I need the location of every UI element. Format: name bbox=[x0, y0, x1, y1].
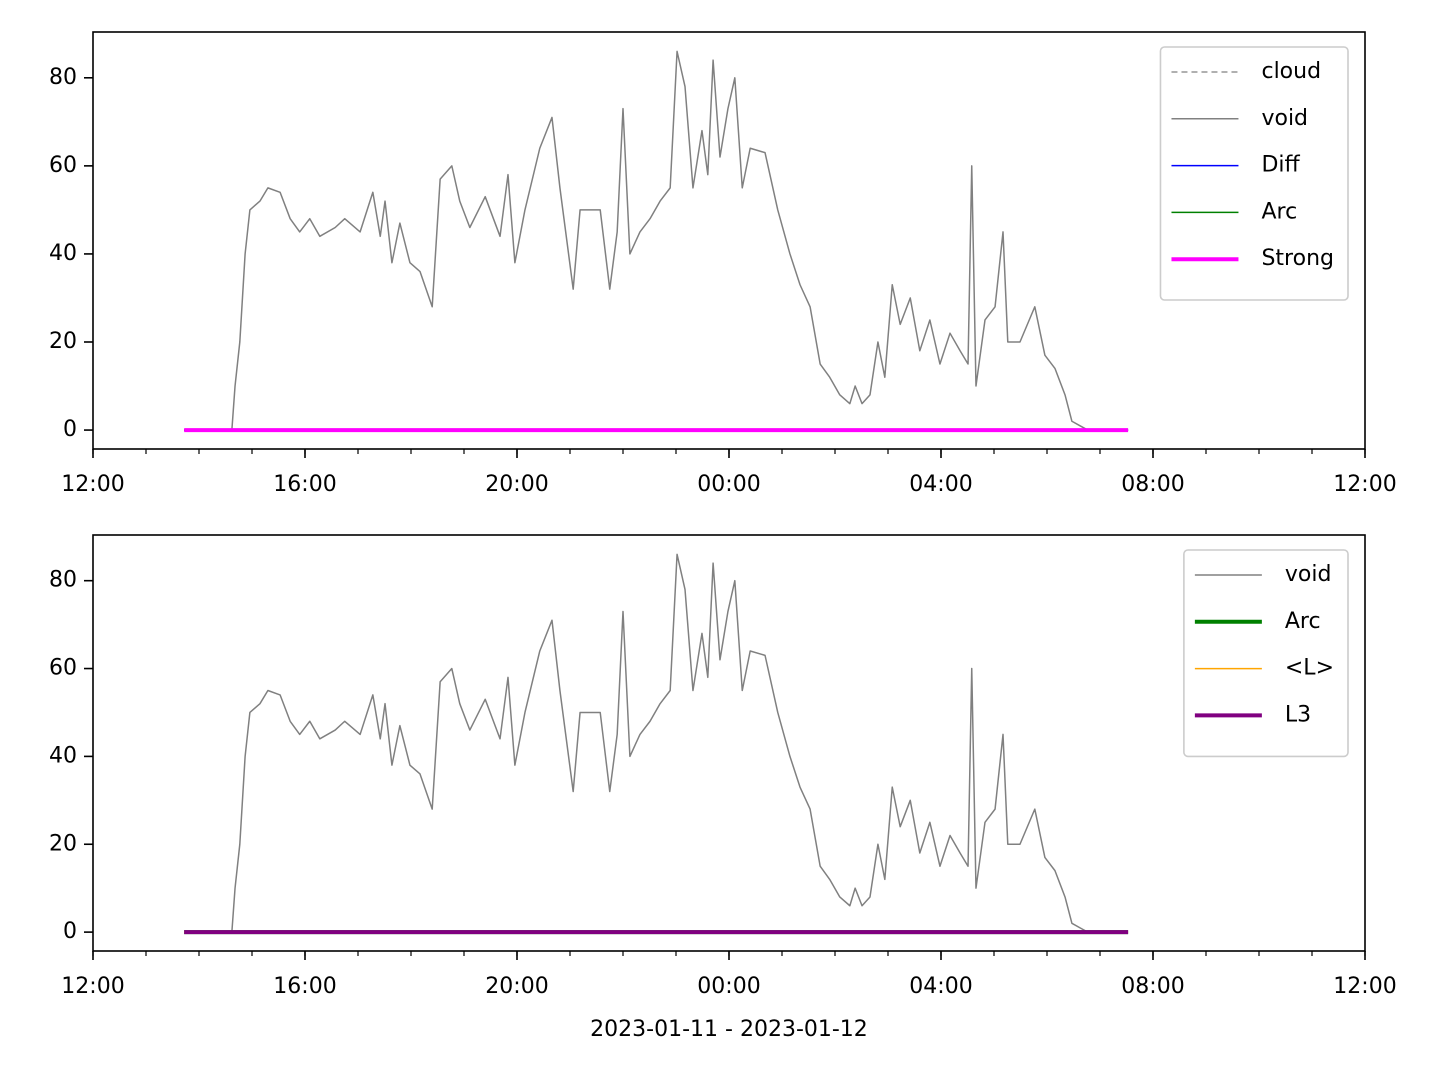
x-tick-label: 20:00 bbox=[485, 472, 548, 497]
legend-label: Arc bbox=[1285, 609, 1321, 634]
x-tick-label: 12:00 bbox=[61, 472, 124, 497]
y-tick-label: 40 bbox=[49, 743, 77, 768]
y-tick-label: 80 bbox=[49, 65, 77, 90]
y-tick-label: 60 bbox=[49, 153, 77, 178]
series-line bbox=[231, 553, 1089, 933]
y-tick-label: 0 bbox=[63, 919, 77, 944]
axes-frame bbox=[92, 534, 1366, 952]
x-tick-label: 16:00 bbox=[273, 974, 336, 999]
legend-box bbox=[1159, 46, 1349, 301]
panel: 12:00 16:00 20:00 00:00 04:00 08:00 12:00 0 20 40… bbox=[49, 31, 1397, 497]
y-tick-label: 0 bbox=[63, 417, 77, 442]
x-tick-label: 12:00 bbox=[1333, 472, 1396, 497]
legend-label: cloud bbox=[1261, 59, 1321, 84]
x-tick-label: 04:00 bbox=[909, 974, 972, 999]
x-tick-label: 00:00 bbox=[697, 472, 760, 497]
legend-label: L3 bbox=[1285, 702, 1311, 727]
x-tick-label: 08:00 bbox=[1121, 974, 1184, 999]
x-tick-label: 08:00 bbox=[1121, 472, 1184, 497]
x-tick-label: 04:00 bbox=[909, 472, 972, 497]
series-line bbox=[231, 50, 1089, 431]
panel: 12:00 16:00 20:00 00:00 04:00 08:00 12:00 0 20 40… bbox=[49, 534, 1397, 1042]
y-tick-label: 80 bbox=[49, 568, 77, 593]
y-tick-label: 40 bbox=[49, 241, 77, 266]
legend-label: void bbox=[1285, 562, 1332, 587]
x-axis-label: 2023-01-11 - 2023-01-12 bbox=[590, 1017, 868, 1042]
x-tick-label: 00:00 bbox=[697, 974, 760, 999]
x-tick-label: 12:00 bbox=[1333, 974, 1396, 999]
legend-label: Arc bbox=[1261, 199, 1297, 224]
legend-label: Strong bbox=[1261, 246, 1334, 271]
legend: void Arc <L> L3 bbox=[1183, 549, 1349, 758]
y-tick-label: 20 bbox=[49, 329, 77, 354]
legend-box bbox=[1183, 549, 1349, 758]
x-tick-label: 20:00 bbox=[485, 974, 548, 999]
x-tick-label: 16:00 bbox=[273, 472, 336, 497]
y-tick-label: 60 bbox=[49, 656, 77, 681]
legend-label: void bbox=[1261, 106, 1308, 131]
legend-label: Diff bbox=[1261, 153, 1300, 178]
axes-frame bbox=[92, 31, 1366, 450]
x-tick-label: 12:00 bbox=[61, 974, 124, 999]
legend-label: <L> bbox=[1285, 656, 1334, 681]
legend: cloud void Diff Arc Strong bbox=[1159, 46, 1349, 301]
y-tick-label: 20 bbox=[49, 831, 77, 856]
